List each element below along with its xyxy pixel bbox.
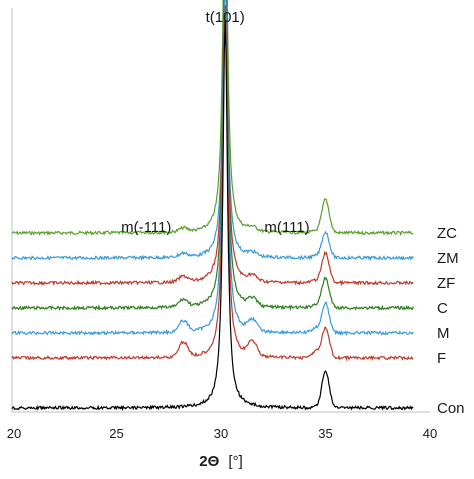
series-label-c: C [437, 300, 448, 317]
series-label-zf: ZF [437, 275, 455, 292]
series-label-m: M [437, 325, 450, 342]
annotation-label: t(101) [206, 9, 245, 26]
series-label-con: Con [437, 400, 465, 417]
x-tick-label: 30 [214, 426, 228, 441]
x-tick-label: 20 [7, 426, 21, 441]
series-label-zm: ZM [437, 250, 459, 267]
x-axis-ticks: 20 25 30 35 40 [7, 426, 437, 441]
x-axis-symbol: 2Θ [199, 453, 219, 470]
annotation-label: m(111) [264, 219, 309, 236]
series-line-f [11, 4, 414, 362]
x-tick-label: 35 [318, 426, 332, 441]
series-label-f: F [437, 350, 446, 367]
peak-annotations: t(101) m(-111) m(111) [121, 9, 310, 236]
x-axis-title: 2Θ [°] [199, 453, 243, 470]
series-line-zm [11, 0, 414, 262]
plot-frame [11, 8, 430, 413]
series-label-zc: ZC [437, 225, 457, 242]
x-axis-unit: [°] [228, 453, 242, 470]
series-line-con [11, 19, 414, 412]
series-line-zf [11, 0, 414, 287]
series-line-c [11, 0, 414, 311]
annotation-label: m(-111) [121, 219, 171, 236]
x-tick-label: 40 [423, 426, 437, 441]
series-labels: ZC ZM ZF CMF Con [437, 225, 465, 417]
x-tick-label: 25 [109, 426, 123, 441]
series-line-zc [11, 0, 414, 237]
series-traces [11, 0, 414, 412]
series-line-m [11, 0, 414, 337]
